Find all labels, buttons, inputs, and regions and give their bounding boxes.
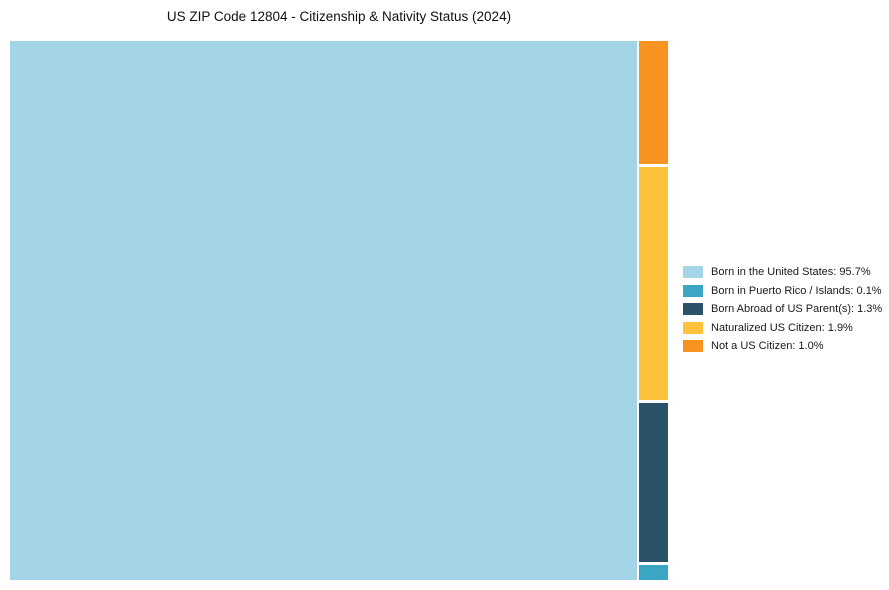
legend-label: Born in the United States: 95.7% xyxy=(711,266,871,278)
legend-swatch-icon xyxy=(683,321,703,334)
legend-item-born-in-puerto-rico-islands[interactable]: Born in Puerto Rico / Islands: 0.1% xyxy=(683,284,882,297)
legend-label: Born in Puerto Rico / Islands: 0.1% xyxy=(711,284,882,297)
treemap-segment-naturalized-us-citizen[interactable] xyxy=(639,166,668,400)
legend-item-born-in-the-united-states[interactable]: Born in the United States: 95.7% xyxy=(683,266,882,278)
treemap-segment-born-abroad-of-us-parent-s[interactable] xyxy=(639,402,668,562)
treemap-segment-born-in-puerto-rico-islands[interactable] xyxy=(639,565,668,580)
legend-item-naturalized-us-citizen[interactable]: Naturalized US Citizen: 1.9% xyxy=(683,321,882,334)
legend-swatch-icon xyxy=(683,303,703,315)
treemap-side-column xyxy=(639,41,668,580)
treemap-segment-not-a-us-citizen[interactable] xyxy=(639,41,668,164)
legend: Born in the United States: 95.7% Born in … xyxy=(683,266,882,359)
treemap-segment-born-in-the-united-states[interactable] xyxy=(10,41,637,580)
chart-title: US ZIP Code 12804 - Citizenship & Nativi… xyxy=(166,9,512,24)
legend-swatch-icon xyxy=(683,266,703,278)
legend-swatch-icon xyxy=(683,340,703,352)
legend-label: Born Abroad of US Parent(s): 1.3% xyxy=(711,303,883,315)
legend-item-not-a-us-citizen[interactable]: Not a US Citizen: 1.0% xyxy=(683,340,882,352)
legend-item-born-abroad-of-us-parent-s[interactable]: Born Abroad of US Parent(s): 1.3% xyxy=(683,303,882,315)
treemap xyxy=(10,41,668,580)
legend-label: Naturalized US Citizen: 1.9% xyxy=(711,321,853,334)
legend-label: Not a US Citizen: 1.0% xyxy=(711,340,824,352)
legend-swatch-icon xyxy=(683,284,703,297)
